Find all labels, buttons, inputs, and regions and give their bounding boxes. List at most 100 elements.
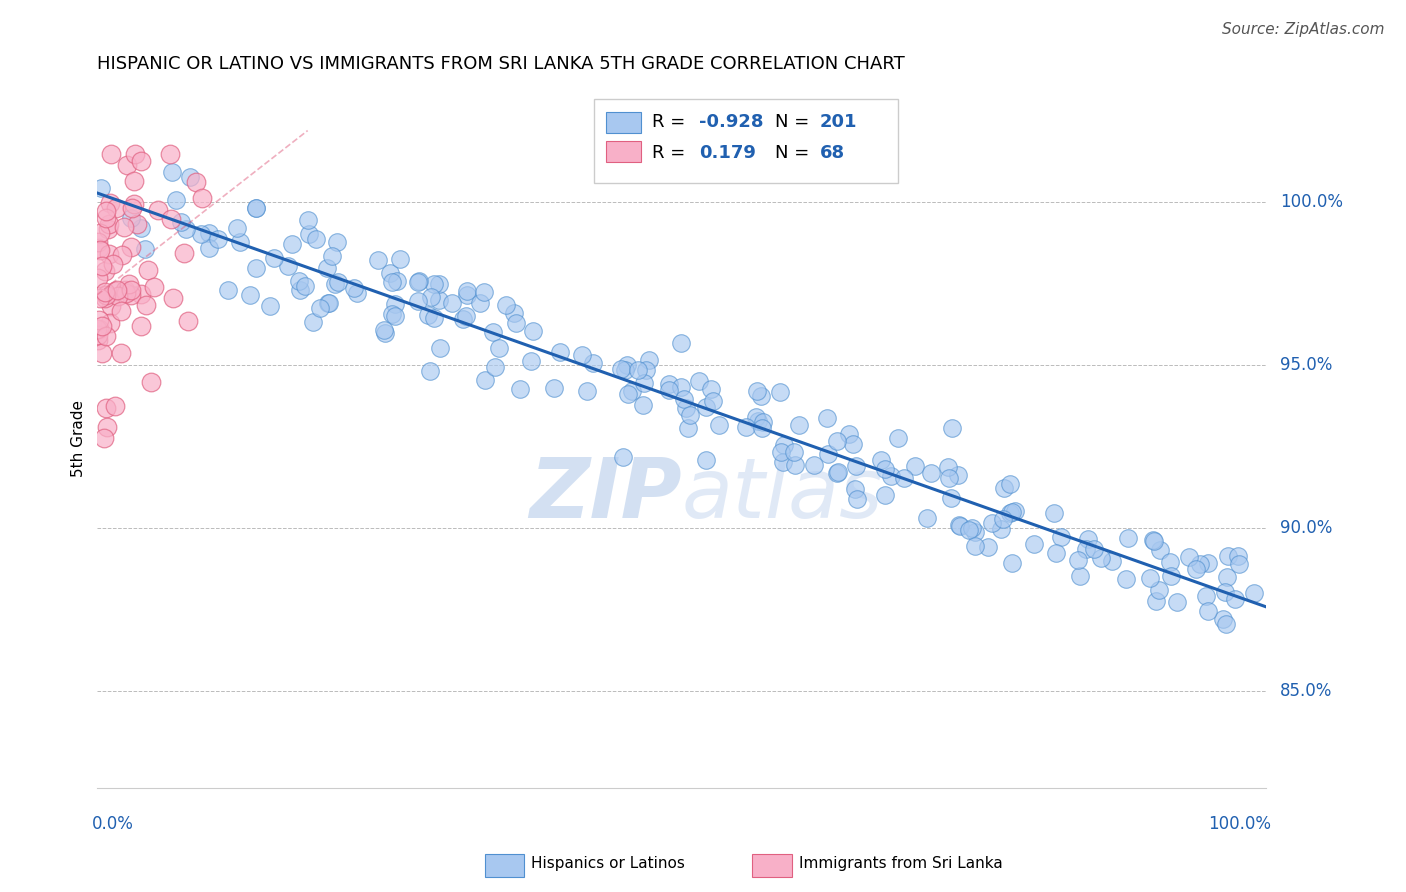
Point <box>423 277 446 291</box>
Point <box>749 389 772 403</box>
Point <box>389 252 412 267</box>
Point <box>990 522 1012 536</box>
Point <box>146 202 169 217</box>
Point <box>120 283 142 297</box>
Point <box>326 235 349 250</box>
Point <box>803 458 825 472</box>
Point <box>101 257 124 271</box>
Point <box>783 458 806 473</box>
Text: N =: N = <box>775 144 815 162</box>
Point <box>305 232 328 246</box>
Point <box>745 409 768 424</box>
Point <box>367 252 389 267</box>
Point <box>1090 550 1112 565</box>
Point <box>87 241 110 255</box>
Point <box>380 307 402 321</box>
Point <box>135 298 157 312</box>
Point <box>420 290 443 304</box>
Point <box>117 158 139 172</box>
Point <box>695 401 717 415</box>
Point <box>468 296 491 310</box>
Point <box>948 518 970 533</box>
Point <box>614 363 637 377</box>
Point <box>139 375 162 389</box>
Point <box>96 419 118 434</box>
Point <box>735 419 758 434</box>
Point <box>745 384 768 398</box>
Point <box>418 308 440 322</box>
Point <box>815 411 838 425</box>
Point <box>86 235 108 249</box>
Point <box>709 417 731 432</box>
Point <box>783 444 806 458</box>
FancyBboxPatch shape <box>593 99 897 183</box>
Point <box>136 262 159 277</box>
Point <box>616 358 638 372</box>
Point <box>104 284 127 298</box>
Point <box>772 437 794 451</box>
Point <box>936 460 959 475</box>
Point <box>98 195 121 210</box>
Point <box>502 306 524 320</box>
Point <box>427 277 450 292</box>
Text: HISPANIC OR LATINO VS IMMIGRANTS FROM SRI LANKA 5TH GRADE CORRELATION CHART: HISPANIC OR LATINO VS IMMIGRANTS FROM SR… <box>97 55 905 73</box>
Point <box>1159 555 1181 569</box>
Point <box>610 361 633 376</box>
Text: 95.0%: 95.0% <box>1279 356 1331 375</box>
Point <box>505 316 527 330</box>
Point <box>941 491 963 505</box>
Point <box>301 314 323 328</box>
Point <box>191 191 214 205</box>
Point <box>1223 592 1246 607</box>
Point <box>671 380 693 394</box>
Point <box>957 523 980 537</box>
Point <box>1166 594 1188 608</box>
Point <box>658 383 681 397</box>
Point <box>827 465 849 479</box>
FancyBboxPatch shape <box>606 112 641 133</box>
Point <box>217 283 239 297</box>
Point <box>1215 616 1237 631</box>
Point <box>1050 531 1073 545</box>
Point <box>263 251 285 265</box>
Point <box>245 201 267 215</box>
Point <box>100 146 122 161</box>
Point <box>87 270 110 285</box>
Point <box>550 345 572 359</box>
Point <box>1045 546 1067 560</box>
Point <box>960 521 983 535</box>
Point <box>89 322 111 336</box>
Text: ZIP: ZIP <box>529 454 682 535</box>
Point <box>887 431 910 445</box>
Point <box>1213 584 1236 599</box>
Point <box>1115 573 1137 587</box>
Point <box>162 291 184 305</box>
Text: 0.0%: 0.0% <box>91 815 134 833</box>
Point <box>456 284 478 298</box>
Point <box>873 462 896 476</box>
Point <box>1067 553 1090 567</box>
Point <box>1227 549 1250 563</box>
Point <box>91 318 114 333</box>
Point <box>328 275 350 289</box>
Point <box>378 267 401 281</box>
Point <box>315 261 337 276</box>
Point <box>427 293 450 307</box>
Point <box>384 296 406 310</box>
Point <box>941 421 963 435</box>
Point <box>998 506 1021 520</box>
Text: R =: R = <box>652 113 692 131</box>
Text: 201: 201 <box>820 113 856 131</box>
Point <box>938 471 960 485</box>
Text: N =: N = <box>775 113 815 131</box>
Point <box>94 204 117 219</box>
Point <box>949 519 972 533</box>
Point <box>699 382 721 396</box>
Point <box>1185 562 1208 576</box>
Point <box>94 288 117 302</box>
Point <box>89 291 111 305</box>
Point <box>474 285 496 299</box>
Point <box>841 437 863 451</box>
Point <box>129 221 152 235</box>
Point <box>110 304 132 318</box>
